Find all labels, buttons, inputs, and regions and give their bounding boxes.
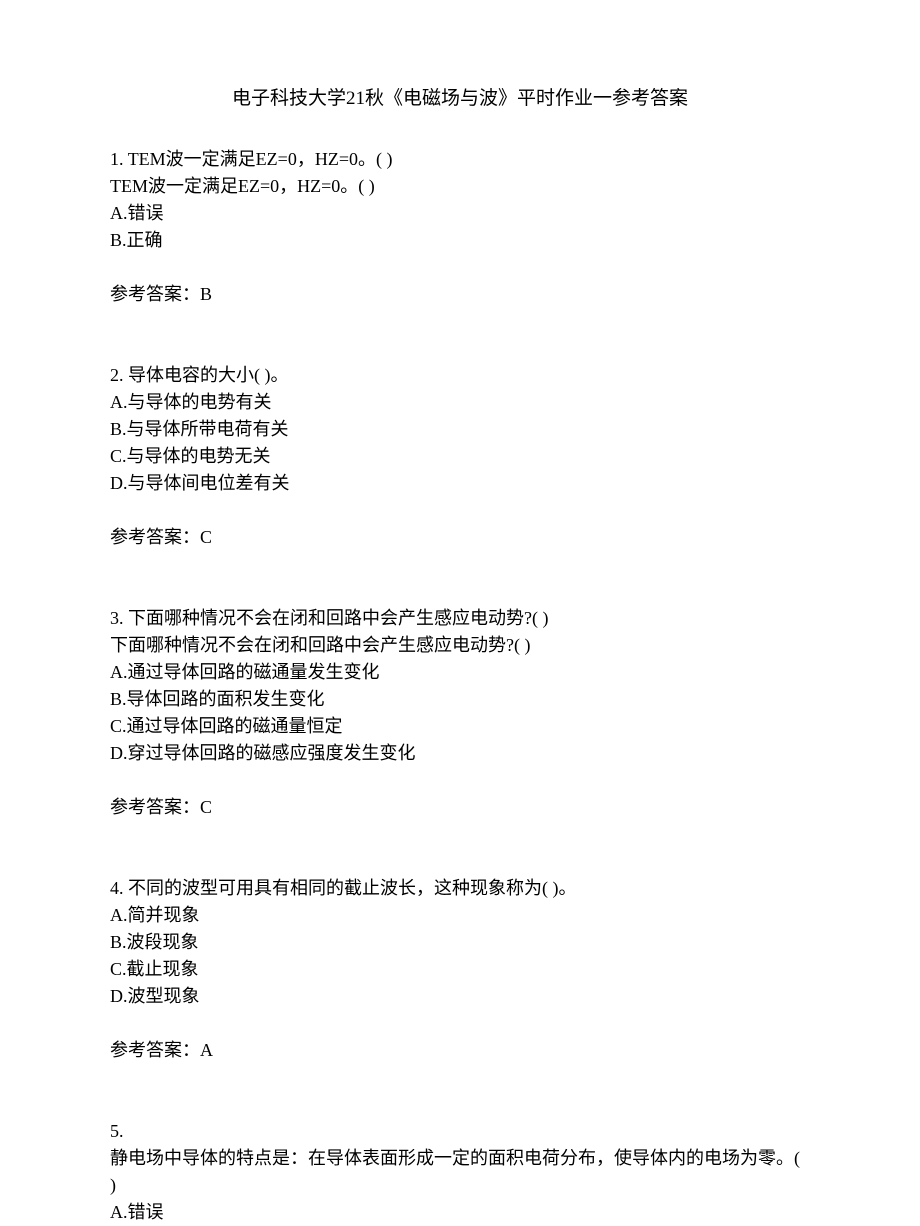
question-number: 1. — [110, 149, 124, 169]
question-text: 1. TEM波一定满足EZ=0，HZ=0。( ) — [110, 146, 810, 173]
option-a: A.与导体的电势有关 — [110, 389, 810, 416]
answer: 参考答案：C — [110, 524, 810, 551]
question-number: 5. — [110, 1118, 810, 1145]
option-a: A.简并现象 — [110, 902, 810, 929]
question-number: 2. — [110, 365, 124, 385]
answer: 参考答案：A — [110, 1037, 810, 1064]
option-d: D.与导体间电位差有关 — [110, 470, 810, 497]
document-title: 电子科技大学21秋《电磁场与波》平时作业一参考答案 — [110, 85, 810, 114]
question-4: 4. 不同的波型可用具有相同的截止波长，这种现象称为( )。 A.简并现象 B.… — [110, 875, 810, 1064]
option-a: A.错误 — [110, 200, 810, 227]
option-c: C.通过导体回路的磁通量恒定 — [110, 713, 810, 740]
question-line1: TEM波一定满足EZ=0，HZ=0。( ) — [128, 149, 393, 169]
question-number: 3. — [110, 608, 124, 628]
question-line1: 不同的波型可用具有相同的截止波长，这种现象称为( )。 — [128, 878, 577, 898]
option-a: A.通过导体回路的磁通量发生变化 — [110, 659, 810, 686]
question-3: 3. 下面哪种情况不会在闭和回路中会产生感应电动势?( ) 下面哪种情况不会在闭… — [110, 605, 810, 821]
question-text: 2. 导体电容的大小( )。 — [110, 362, 810, 389]
question-line1: 下面哪种情况不会在闭和回路中会产生感应电动势?( ) — [128, 608, 548, 628]
answer: 参考答案：C — [110, 794, 810, 821]
question-number: 4. — [110, 878, 124, 898]
question-line1: 导体电容的大小( )。 — [128, 365, 289, 385]
question-5: 5. 静电场中导体的特点是：在导体表面形成一定的面积电荷分布，使导体内的电场为零… — [110, 1118, 810, 1226]
option-b: B.正确 — [110, 227, 810, 254]
question-text: 3. 下面哪种情况不会在闭和回路中会产生感应电动势?( ) — [110, 605, 810, 632]
option-b: B.与导体所带电荷有关 — [110, 416, 810, 443]
question-text: 静电场中导体的特点是：在导体表面形成一定的面积电荷分布，使导体内的电场为零。( … — [110, 1145, 810, 1199]
option-b: B.导体回路的面积发生变化 — [110, 686, 810, 713]
question-text-repeat: 下面哪种情况不会在闭和回路中会产生感应电动势?( ) — [110, 632, 810, 659]
option-b: B.波段现象 — [110, 929, 810, 956]
option-c: C.截止现象 — [110, 956, 810, 983]
option-a: A.错误 — [110, 1199, 810, 1226]
option-d: D.波型现象 — [110, 983, 810, 1010]
question-text: 4. 不同的波型可用具有相同的截止波长，这种现象称为( )。 — [110, 875, 810, 902]
option-c: C.与导体的电势无关 — [110, 443, 810, 470]
answer: 参考答案：B — [110, 281, 810, 308]
question-2: 2. 导体电容的大小( )。 A.与导体的电势有关 B.与导体所带电荷有关 C.… — [110, 362, 810, 551]
question-1: 1. TEM波一定满足EZ=0，HZ=0。( ) TEM波一定满足EZ=0，HZ… — [110, 146, 810, 308]
question-text-repeat: TEM波一定满足EZ=0，HZ=0。( ) — [110, 173, 810, 200]
option-d: D.穿过导体回路的磁感应强度发生变化 — [110, 740, 810, 767]
